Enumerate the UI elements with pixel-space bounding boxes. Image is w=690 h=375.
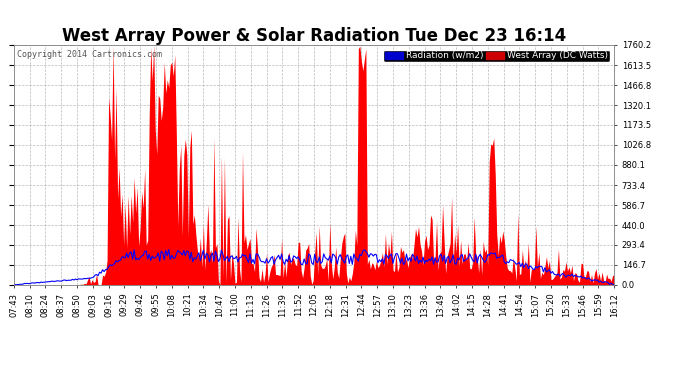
Title: West Array Power & Solar Radiation Tue Dec 23 16:14: West Array Power & Solar Radiation Tue D…: [62, 27, 566, 45]
Text: Copyright 2014 Cartronics.com: Copyright 2014 Cartronics.com: [17, 50, 161, 59]
Legend: Radiation (w/m2), West Array (DC Watts): Radiation (w/m2), West Array (DC Watts): [383, 50, 609, 62]
